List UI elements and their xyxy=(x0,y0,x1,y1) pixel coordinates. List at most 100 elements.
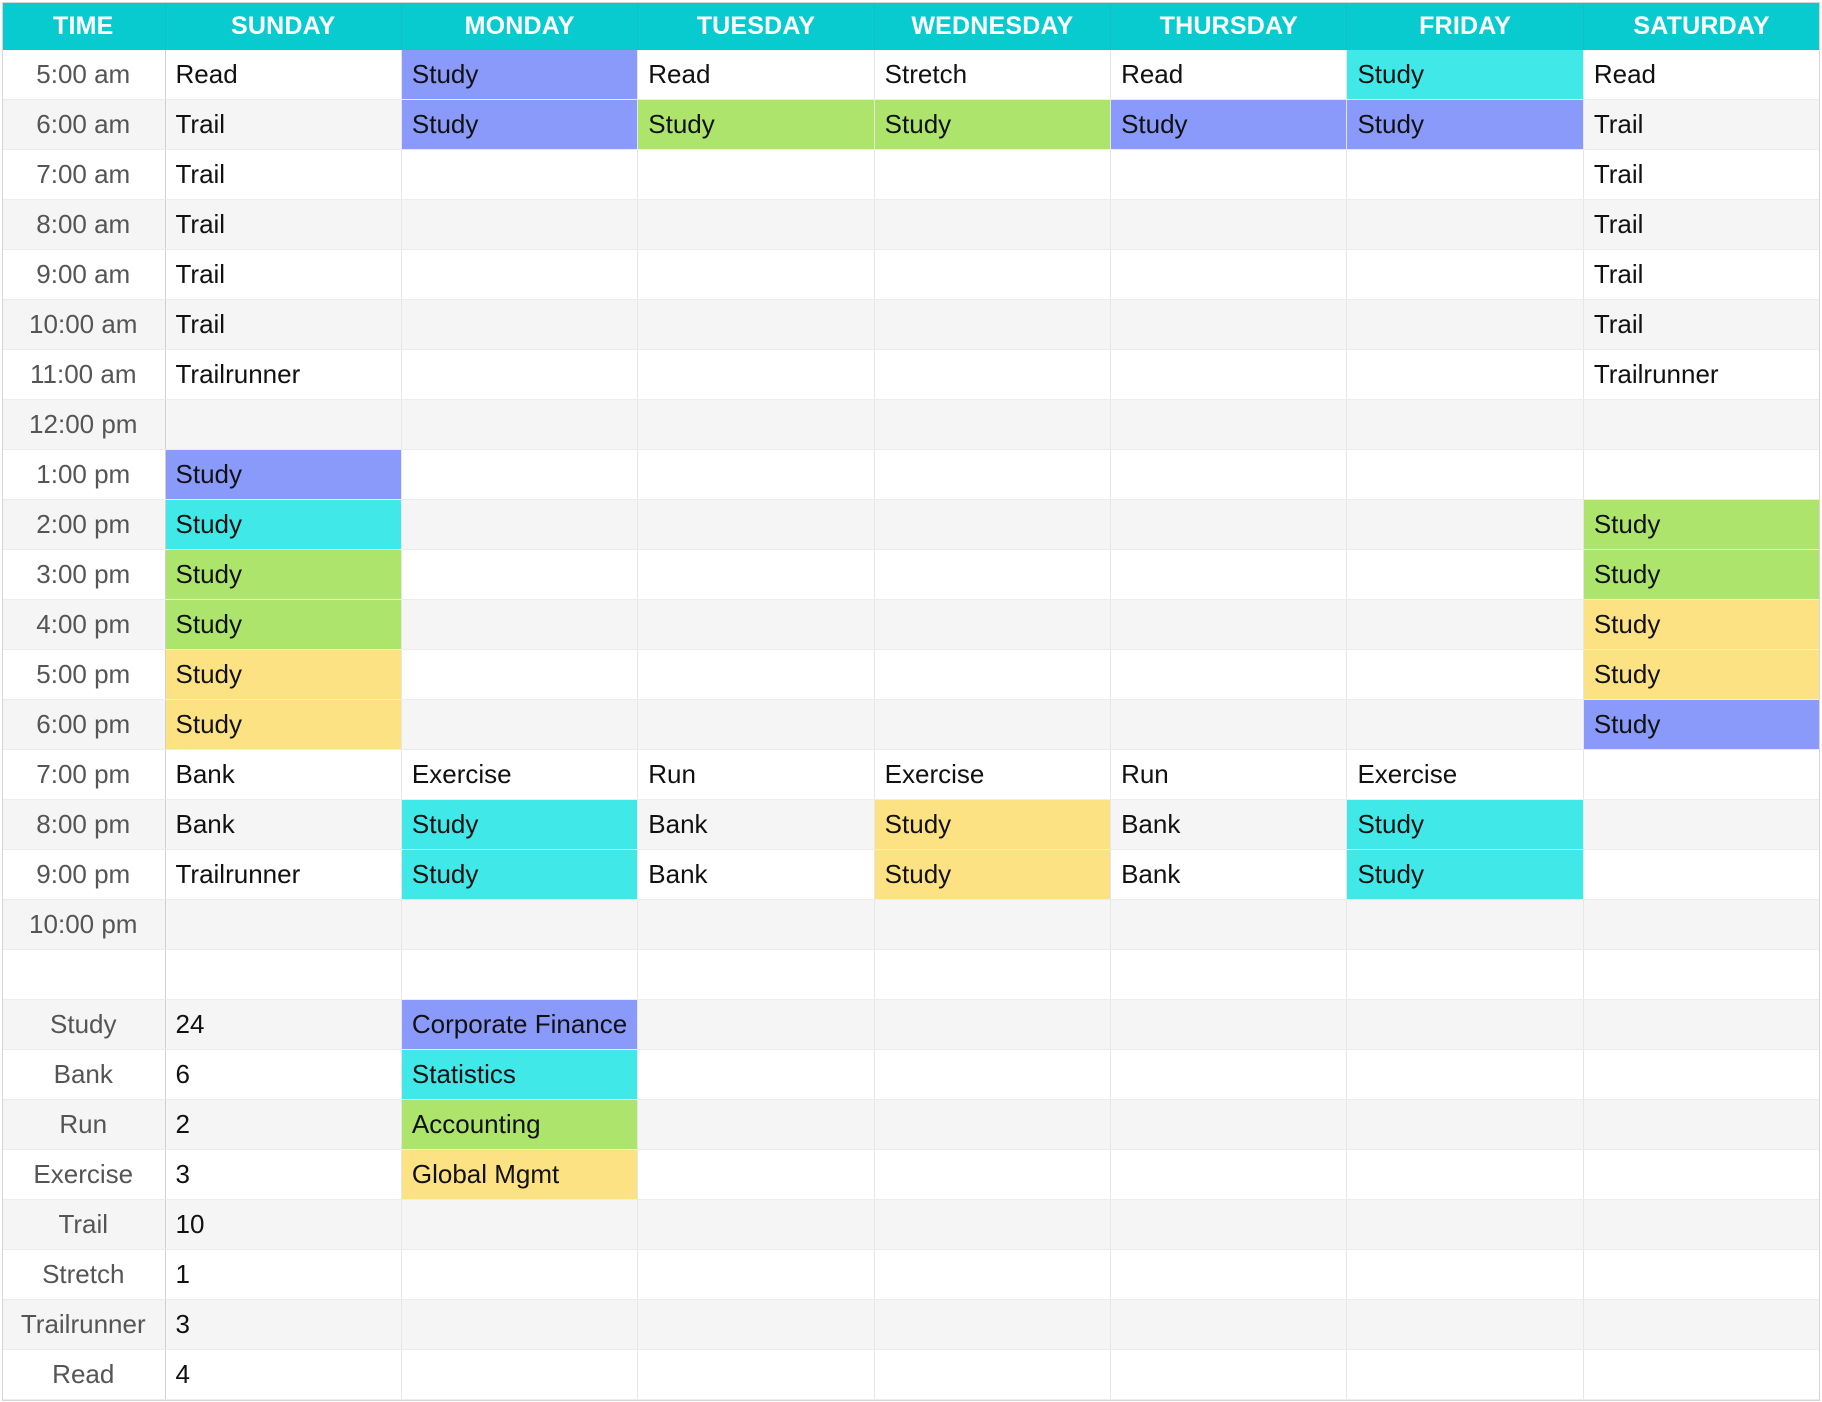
cell-thursday[interactable] xyxy=(1110,999,1348,1050)
cell-friday[interactable]: Study xyxy=(1346,799,1584,850)
cell-saturday[interactable] xyxy=(1583,749,1821,800)
cell-wednesday[interactable] xyxy=(874,649,1112,700)
cell-tuesday[interactable] xyxy=(637,399,875,450)
row-label-cell[interactable]: 10:00 pm xyxy=(2,899,166,950)
cell-thursday[interactable]: Bank xyxy=(1110,849,1348,900)
cell-wednesday[interactable] xyxy=(874,899,1112,950)
column-header-time[interactable]: TIME xyxy=(2,2,166,50)
cell-saturday[interactable]: Trail xyxy=(1583,149,1821,200)
cell-friday[interactable] xyxy=(1346,599,1584,650)
cell-friday[interactable] xyxy=(1346,649,1584,700)
cell-sunday[interactable]: 3 xyxy=(165,1299,402,1350)
cell-monday[interactable] xyxy=(401,1199,639,1250)
cell-sunday[interactable]: Trail xyxy=(165,199,402,250)
cell-wednesday[interactable] xyxy=(874,1249,1112,1300)
cell-thursday[interactable] xyxy=(1110,1299,1348,1350)
cell-saturday[interactable]: Study xyxy=(1583,699,1821,750)
cell-saturday[interactable]: Study xyxy=(1583,599,1821,650)
row-label-cell[interactable] xyxy=(2,949,166,1000)
cell-monday[interactable] xyxy=(401,399,639,450)
cell-wednesday[interactable]: Stretch xyxy=(874,50,1112,100)
cell-friday[interactable] xyxy=(1346,1349,1584,1400)
cell-friday[interactable] xyxy=(1346,199,1584,250)
cell-monday[interactable]: Accounting xyxy=(401,1099,639,1150)
cell-sunday[interactable]: Study xyxy=(165,499,402,550)
column-header-tuesday[interactable]: TUESDAY xyxy=(637,2,875,50)
cell-sunday[interactable]: Trailrunner xyxy=(165,849,402,900)
cell-friday[interactable] xyxy=(1346,699,1584,750)
cell-friday[interactable] xyxy=(1346,399,1584,450)
cell-sunday[interactable] xyxy=(165,899,402,950)
cell-saturday[interactable] xyxy=(1583,1199,1821,1250)
cell-tuesday[interactable] xyxy=(637,599,875,650)
cell-tuesday[interactable] xyxy=(637,899,875,950)
cell-friday[interactable] xyxy=(1346,299,1584,350)
cell-tuesday[interactable]: Run xyxy=(637,749,875,800)
cell-monday[interactable] xyxy=(401,899,639,950)
row-label-cell[interactable]: 1:00 pm xyxy=(2,449,166,500)
cell-friday[interactable] xyxy=(1346,149,1584,200)
cell-monday[interactable]: Statistics xyxy=(401,1049,639,1100)
row-label-cell[interactable]: Stretch xyxy=(2,1249,166,1300)
cell-sunday[interactable]: 3 xyxy=(165,1149,402,1200)
cell-monday[interactable] xyxy=(401,649,639,700)
cell-saturday[interactable]: Trail xyxy=(1583,299,1821,350)
row-label-cell[interactable]: Study xyxy=(2,999,166,1050)
row-label-cell[interactable]: 6:00 am xyxy=(2,99,166,150)
cell-sunday[interactable]: Study xyxy=(165,449,402,500)
cell-saturday[interactable]: Trail xyxy=(1583,99,1821,150)
cell-monday[interactable]: Study xyxy=(401,50,639,100)
cell-wednesday[interactable] xyxy=(874,599,1112,650)
row-label-cell[interactable]: 7:00 am xyxy=(2,149,166,200)
cell-thursday[interactable] xyxy=(1110,899,1348,950)
cell-thursday[interactable] xyxy=(1110,1149,1348,1200)
cell-tuesday[interactable] xyxy=(637,1149,875,1200)
cell-sunday[interactable]: Study xyxy=(165,599,402,650)
cell-wednesday[interactable] xyxy=(874,549,1112,600)
row-label-cell[interactable]: 10:00 am xyxy=(2,299,166,350)
cell-friday[interactable] xyxy=(1346,499,1584,550)
column-header-saturday[interactable]: SATURDAY xyxy=(1583,2,1821,50)
cell-thursday[interactable] xyxy=(1110,199,1348,250)
row-label-cell[interactable]: Trailrunner xyxy=(2,1299,166,1350)
cell-tuesday[interactable] xyxy=(637,299,875,350)
cell-sunday[interactable]: 2 xyxy=(165,1099,402,1150)
cell-thursday[interactable] xyxy=(1110,1349,1348,1400)
cell-saturday[interactable]: Trailrunner xyxy=(1583,349,1821,400)
cell-friday[interactable] xyxy=(1346,1099,1584,1150)
column-header-friday[interactable]: FRIDAY xyxy=(1346,2,1584,50)
cell-tuesday[interactable] xyxy=(637,699,875,750)
cell-saturday[interactable] xyxy=(1583,1049,1821,1100)
cell-sunday[interactable]: Trail xyxy=(165,99,402,150)
cell-thursday[interactable] xyxy=(1110,249,1348,300)
cell-wednesday[interactable] xyxy=(874,699,1112,750)
cell-tuesday[interactable] xyxy=(637,449,875,500)
cell-sunday[interactable]: Study xyxy=(165,549,402,600)
cell-saturday[interactable] xyxy=(1583,849,1821,900)
cell-monday[interactable] xyxy=(401,949,639,1000)
cell-friday[interactable] xyxy=(1346,1199,1584,1250)
cell-friday[interactable] xyxy=(1346,949,1584,1000)
cell-tuesday[interactable] xyxy=(637,199,875,250)
cell-tuesday[interactable] xyxy=(637,1099,875,1150)
row-label-cell[interactable]: 9:00 pm xyxy=(2,849,166,900)
cell-wednesday[interactable] xyxy=(874,399,1112,450)
cell-sunday[interactable]: 4 xyxy=(165,1349,402,1400)
cell-friday[interactable]: Study xyxy=(1346,50,1584,100)
cell-friday[interactable]: Study xyxy=(1346,99,1584,150)
cell-sunday[interactable]: Study xyxy=(165,699,402,750)
row-label-cell[interactable]: 11:00 am xyxy=(2,349,166,400)
cell-thursday[interactable] xyxy=(1110,399,1348,450)
cell-tuesday[interactable] xyxy=(637,149,875,200)
cell-monday[interactable] xyxy=(401,499,639,550)
cell-friday[interactable] xyxy=(1346,1299,1584,1350)
cell-wednesday[interactable] xyxy=(874,1349,1112,1400)
cell-tuesday[interactable] xyxy=(637,1249,875,1300)
cell-saturday[interactable] xyxy=(1583,1299,1821,1350)
cell-thursday[interactable] xyxy=(1110,149,1348,200)
cell-wednesday[interactable] xyxy=(874,1149,1112,1200)
cell-monday[interactable]: Global Mgmt xyxy=(401,1149,639,1200)
row-label-cell[interactable]: 3:00 pm xyxy=(2,549,166,600)
cell-saturday[interactable] xyxy=(1583,949,1821,1000)
cell-tuesday[interactable] xyxy=(637,949,875,1000)
